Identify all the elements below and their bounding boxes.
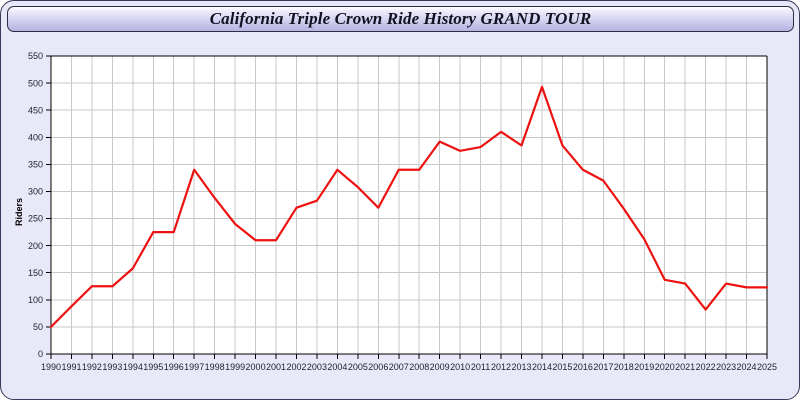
svg-text:1994: 1994 [123,362,143,372]
axis-lines [50,55,768,355]
svg-text:2016: 2016 [573,362,593,372]
svg-text:2012: 2012 [491,362,511,372]
x-axis-ticks: 1990 1991 1992 1993 1994 1995 1996 1997 1998 1999… [41,354,777,372]
chart-title-bar: California Triple Crown Ride History GRA… [7,6,794,32]
svg-text:550: 550 [28,51,43,61]
svg-text:2009: 2009 [430,362,450,372]
svg-text:200: 200 [28,241,43,251]
svg-text:2008: 2008 [409,362,429,372]
svg-text:250: 250 [28,214,43,224]
svg-text:2010: 2010 [450,362,470,372]
svg-text:2024: 2024 [737,362,757,372]
svg-text:2021: 2021 [675,362,695,372]
svg-text:1991: 1991 [61,362,81,372]
svg-text:350: 350 [28,160,43,170]
svg-text:50: 50 [33,322,43,332]
svg-text:2007: 2007 [389,362,409,372]
svg-text:2011: 2011 [471,362,490,372]
svg-text:1999: 1999 [225,362,245,372]
page-title: California Triple Crown Ride History GRA… [209,9,592,28]
svg-text:100: 100 [28,295,43,305]
svg-text:2006: 2006 [368,362,388,372]
svg-text:1997: 1997 [184,362,204,372]
svg-text:1996: 1996 [164,362,184,372]
svg-text:2025: 2025 [757,362,777,372]
plot-background [51,56,767,354]
y-axis-ticks: 0 50 100 150 200 250 300 350 400 450 500 550 [28,51,51,359]
svg-text:2005: 2005 [348,362,368,372]
svg-text:2018: 2018 [614,362,634,372]
svg-text:2023: 2023 [716,362,736,372]
svg-text:2013: 2013 [511,362,531,372]
svg-text:400: 400 [28,132,43,142]
svg-text:2020: 2020 [655,362,675,372]
svg-text:1995: 1995 [143,362,163,372]
svg-text:2000: 2000 [246,362,266,372]
svg-text:300: 300 [28,187,43,197]
svg-text:1992: 1992 [82,362,102,372]
svg-text:2015: 2015 [552,362,572,372]
svg-text:2019: 2019 [634,362,654,372]
plot-container: Riders 0 50 100 150 200 250 300 350 400 450 500 550… [1,37,799,399]
svg-text:2022: 2022 [696,362,716,372]
svg-text:0: 0 [38,349,43,359]
svg-text:450: 450 [28,105,43,115]
svg-text:2004: 2004 [327,362,347,372]
svg-text:2003: 2003 [307,362,327,372]
svg-text:2002: 2002 [286,362,306,372]
svg-text:500: 500 [28,78,43,88]
svg-text:1993: 1993 [102,362,122,372]
svg-text:1998: 1998 [205,362,225,372]
svg-text:2014: 2014 [532,362,552,372]
series-riders [49,85,769,329]
svg-text:2017: 2017 [593,362,613,372]
svg-text:2001: 2001 [266,362,286,372]
svg-text:150: 150 [28,268,43,278]
svg-text:1990: 1990 [41,362,61,372]
